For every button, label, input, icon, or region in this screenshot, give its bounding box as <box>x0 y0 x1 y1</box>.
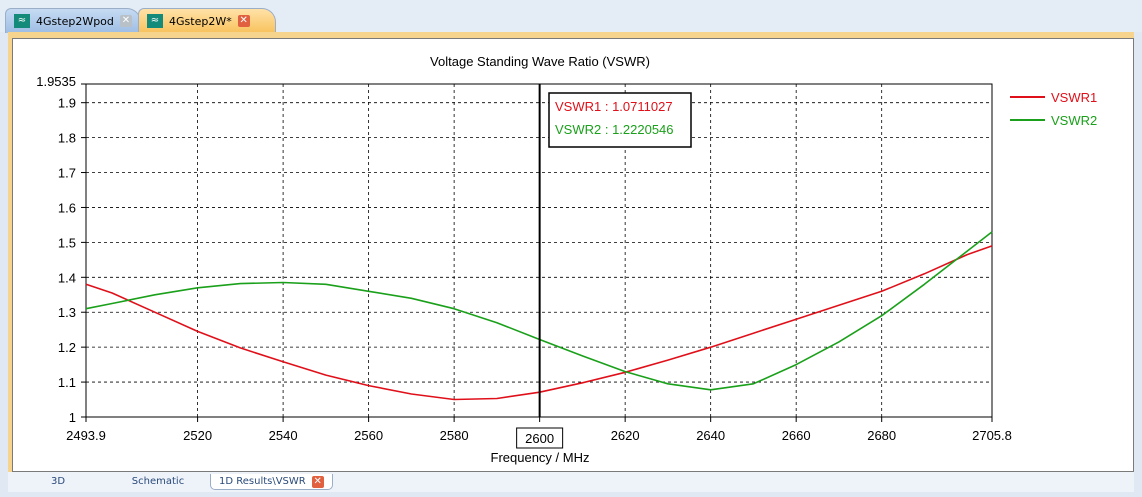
y-tick-label: 1.4 <box>58 270 76 285</box>
tab-schematic[interactable]: Schematic <box>131 476 185 487</box>
y-tick-label: 1.3 <box>58 305 76 320</box>
y-tick-label: 1.1 <box>58 375 76 390</box>
y-tick-label: 1.7 <box>58 166 76 181</box>
y-tick-label: 1.9 <box>58 96 76 111</box>
x-tick-label: 2520 <box>183 428 212 443</box>
x-tick-label: 2620 <box>611 428 640 443</box>
vswr-chart[interactable]: Voltage Standing Wave Ratio (VSWR) 2493.… <box>0 0 1142 472</box>
document-tab-bar: ≈ 4Gstep2Wpod ✕ ≈ 4Gstep2W* ✕ <box>0 0 1142 33</box>
x-tick-label: 2680 <box>867 428 896 443</box>
y-tick-label: 1.6 <box>58 200 76 215</box>
x-tick-label: 2660 <box>782 428 811 443</box>
marker-readout-value: VSWR1 : 1.0711027 <box>555 99 673 114</box>
marker-x-box <box>516 427 564 449</box>
tab-label: 1D Results\VSWR <box>219 476 306 487</box>
y-tick-label: 1.2 <box>58 340 76 355</box>
tab-1d-results-vswr[interactable]: 1D Results\VSWR ✕ <box>210 474 333 490</box>
x-tick-label: 2705.8 <box>972 428 1012 443</box>
marker-readout-box <box>548 92 692 148</box>
x-tick-label: 2580 <box>440 428 469 443</box>
x-tick-label: 2493.9 <box>66 428 106 443</box>
bottom-tab-bar: 3D Schematic 1D Results\VSWR ✕ <box>8 472 1134 492</box>
y-tick-label: 1 <box>69 410 76 425</box>
waveguide-icon: ≈ <box>14 14 30 28</box>
y-tick-label: 1.5 <box>58 235 76 250</box>
x-tick-label: 2560 <box>354 428 383 443</box>
y-tick-label: 1.8 <box>58 131 76 146</box>
marker-x-label: 2600 <box>525 431 554 446</box>
marker-readout-value: VSWR2 : 1.2220546 <box>555 122 674 137</box>
y-tick-label: 1.9535 <box>36 74 76 89</box>
tab-4gstep2wpod[interactable]: ≈ 4Gstep2Wpod ✕ <box>5 8 141 33</box>
tab-4gstep2w[interactable]: ≈ 4Gstep2W* ✕ <box>138 8 276 33</box>
x-tick-label: 2540 <box>269 428 298 443</box>
chart-title: Voltage Standing Wave Ratio (VSWR) <box>430 54 650 69</box>
x-axis-label: Frequency / MHz <box>491 450 590 465</box>
close-icon[interactable]: ✕ <box>311 475 324 488</box>
close-icon[interactable]: ✕ <box>119 15 132 27</box>
legend-entry: VSWR2 <box>1051 113 1097 128</box>
close-icon[interactable]: ✕ <box>237 15 250 27</box>
tab-3d[interactable]: 3D <box>50 476 66 487</box>
legend-entry: VSWR1 <box>1051 90 1097 105</box>
tab-label: 4Gstep2W* <box>169 14 232 28</box>
waveguide-icon: ≈ <box>147 14 163 28</box>
x-tick-label: 2640 <box>696 428 725 443</box>
tab-label: 4Gstep2Wpod <box>36 14 114 28</box>
